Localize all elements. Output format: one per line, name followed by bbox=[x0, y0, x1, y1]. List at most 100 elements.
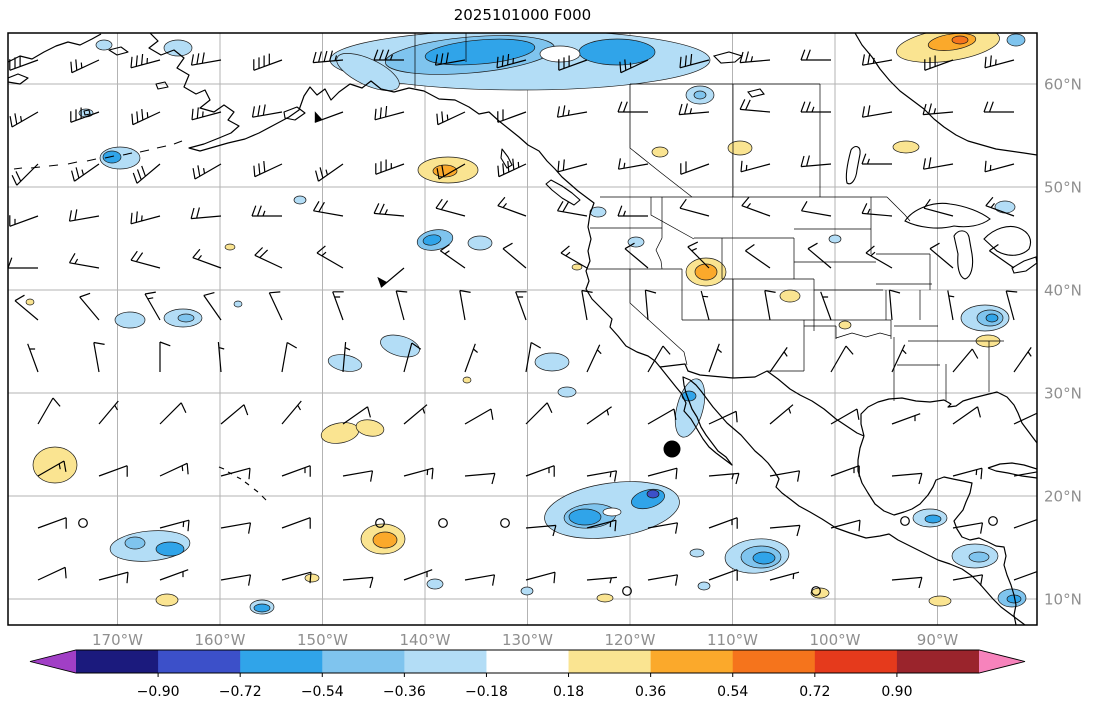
svg-text:90°W: 90°W bbox=[917, 631, 959, 649]
wind-barb bbox=[922, 103, 954, 116]
wind-barb bbox=[373, 49, 404, 61]
calm-wind-circle bbox=[988, 516, 998, 526]
wind-barb bbox=[740, 160, 771, 173]
wind-barb bbox=[769, 571, 800, 581]
wind-barb bbox=[557, 159, 588, 173]
wind-barb bbox=[586, 576, 617, 584]
wind-barb bbox=[861, 105, 893, 118]
map-frame bbox=[7, 32, 1038, 626]
wind-barb bbox=[312, 50, 344, 64]
wind-barb bbox=[98, 571, 129, 584]
svg-text:−0.54: −0.54 bbox=[301, 684, 344, 700]
wind-barb bbox=[586, 406, 612, 425]
wind-barb bbox=[220, 467, 251, 480]
wind-barb bbox=[617, 101, 648, 113]
wind-barb bbox=[952, 522, 984, 534]
wind-barb bbox=[440, 244, 466, 269]
wind-barb bbox=[1013, 570, 1037, 581]
wind-barb bbox=[268, 291, 283, 321]
wind-barb bbox=[924, 55, 954, 71]
wind-barb bbox=[436, 111, 466, 126]
wind-barb bbox=[281, 517, 311, 529]
calm-wind-circle bbox=[500, 518, 510, 528]
wind-barb bbox=[739, 51, 771, 64]
wind-barb bbox=[403, 569, 433, 581]
wind-barb bbox=[464, 574, 496, 586]
wind-barb bbox=[132, 163, 161, 184]
wind-barb bbox=[403, 467, 434, 480]
wind-barb bbox=[708, 410, 738, 425]
wind-barb bbox=[380, 267, 405, 288]
svg-text:120°W: 120°W bbox=[605, 631, 656, 649]
wind-barb bbox=[281, 400, 302, 425]
coastlines-layer bbox=[8, 33, 1037, 625]
wind-barb bbox=[375, 159, 405, 175]
wind-barb bbox=[800, 155, 832, 168]
wind-barb bbox=[497, 196, 527, 217]
wind-barb bbox=[27, 343, 39, 373]
svg-text:0.18: 0.18 bbox=[553, 684, 584, 700]
wind-barb bbox=[861, 153, 892, 165]
wind-barb bbox=[769, 347, 788, 373]
wind-barb bbox=[581, 289, 593, 321]
wind-barb bbox=[70, 107, 100, 123]
contour-fill-layer bbox=[25, 33, 1027, 615]
wind-barb bbox=[312, 200, 344, 217]
wind-barb bbox=[37, 566, 67, 581]
calm-wind-circle bbox=[78, 518, 88, 528]
wind-barb bbox=[558, 55, 588, 71]
wind-barb bbox=[1013, 347, 1032, 373]
wind-barb bbox=[254, 247, 283, 269]
wind-barb bbox=[8, 257, 38, 269]
wind-barb bbox=[525, 341, 542, 373]
wind-barb bbox=[251, 104, 283, 118]
wind-barb bbox=[220, 574, 252, 586]
wind-barb bbox=[131, 109, 161, 126]
wind-barb bbox=[159, 462, 189, 477]
wind-barb bbox=[93, 341, 105, 373]
wind-barb bbox=[647, 345, 671, 373]
wind-barb bbox=[647, 408, 677, 425]
wind-barb bbox=[130, 211, 161, 225]
wind-barb bbox=[764, 289, 776, 321]
wind-barb bbox=[985, 196, 1015, 217]
wind-barb bbox=[687, 241, 710, 269]
wind-barb bbox=[70, 59, 100, 74]
wind-barb bbox=[560, 245, 588, 269]
wind-barb bbox=[130, 250, 161, 269]
wind-barb bbox=[525, 402, 553, 425]
wind-barb bbox=[807, 242, 832, 269]
svg-text:0.36: 0.36 bbox=[635, 684, 666, 700]
wind-barb bbox=[525, 524, 557, 537]
wind-barb bbox=[220, 522, 252, 534]
wind-barb bbox=[820, 291, 832, 321]
wind-barb bbox=[891, 413, 921, 425]
svg-text:110°W: 110°W bbox=[707, 631, 758, 649]
wind-barbs-layer bbox=[8, 49, 1037, 589]
wind-barb bbox=[923, 198, 954, 217]
wind-barb bbox=[436, 163, 466, 180]
wind-barb bbox=[316, 245, 344, 269]
wind-barb bbox=[769, 524, 801, 537]
wind-barb bbox=[159, 519, 190, 532]
wind-barb bbox=[502, 242, 527, 269]
wind-barb bbox=[647, 522, 679, 534]
wind-barb bbox=[11, 163, 39, 186]
wind-barb bbox=[515, 291, 527, 321]
wind-barb bbox=[192, 248, 222, 269]
wind-barb bbox=[314, 111, 344, 123]
colorbar-low-arrow bbox=[30, 650, 76, 673]
wind-barb bbox=[830, 408, 860, 425]
svg-text:−0.18: −0.18 bbox=[465, 684, 508, 700]
wind-barb bbox=[281, 571, 312, 584]
wind-barb bbox=[984, 55, 1015, 69]
wind-barb bbox=[647, 467, 678, 480]
wind-barb bbox=[98, 400, 119, 425]
wind-barb bbox=[679, 198, 710, 217]
svg-text:100°W: 100°W bbox=[810, 631, 861, 649]
wind-barb bbox=[619, 59, 649, 74]
wind-barb bbox=[861, 203, 893, 217]
wind-barb bbox=[220, 404, 249, 425]
wind-barb bbox=[217, 342, 225, 373]
wind-barb bbox=[496, 53, 527, 69]
